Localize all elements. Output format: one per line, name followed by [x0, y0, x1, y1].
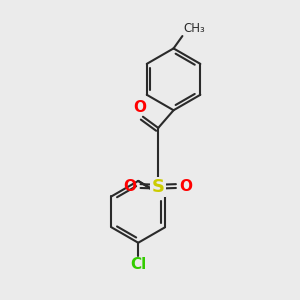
Text: O: O	[180, 179, 193, 194]
Text: O: O	[133, 100, 146, 115]
Text: CH₃: CH₃	[183, 22, 205, 34]
Text: S: S	[152, 178, 165, 196]
Text: Cl: Cl	[130, 257, 146, 272]
Text: O: O	[124, 179, 137, 194]
